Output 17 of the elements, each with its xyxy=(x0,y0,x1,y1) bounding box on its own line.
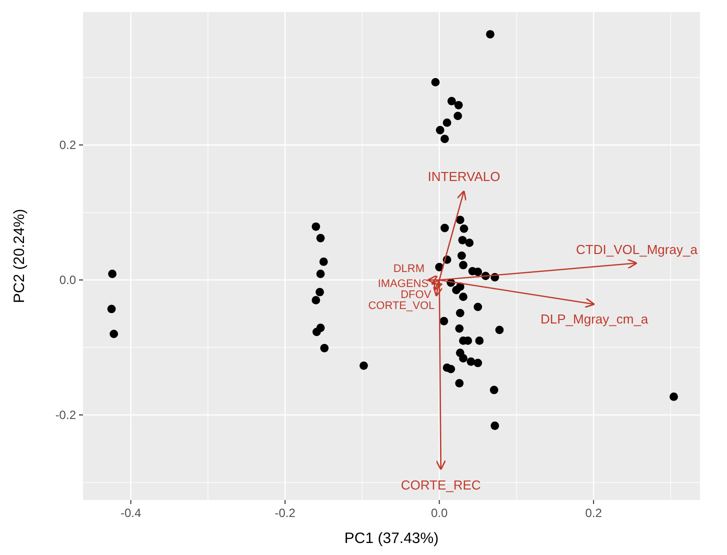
x-tick-label: 0.0 xyxy=(430,506,448,520)
series-label: CORTE_VOL xyxy=(368,300,435,312)
x-tick-label: -0.4 xyxy=(120,506,142,520)
series-label: IMAGENS xyxy=(378,278,429,290)
series-label: DLP_Mgray_cm_a xyxy=(540,311,649,326)
series-label: DFOV xyxy=(400,288,432,301)
y-tick-label: 0.0 xyxy=(59,272,76,287)
x-axis-title: PC1 (37.43%) xyxy=(344,530,439,547)
y-axis-title: PC2 (20.24%) xyxy=(11,208,28,304)
y-tick-label: -0.2 xyxy=(55,408,76,422)
series-label: INTERVALO xyxy=(428,168,500,184)
x-tick-label: 0.2 xyxy=(585,506,602,520)
x-tick-label: -0.2 xyxy=(274,506,296,520)
y-tick-label: 0.2 xyxy=(59,138,76,152)
series-label: CORTE_REC xyxy=(400,478,481,493)
series-label: DLRM xyxy=(393,262,425,275)
series-label: CTDI_VOL_Mgray_a xyxy=(576,242,698,258)
